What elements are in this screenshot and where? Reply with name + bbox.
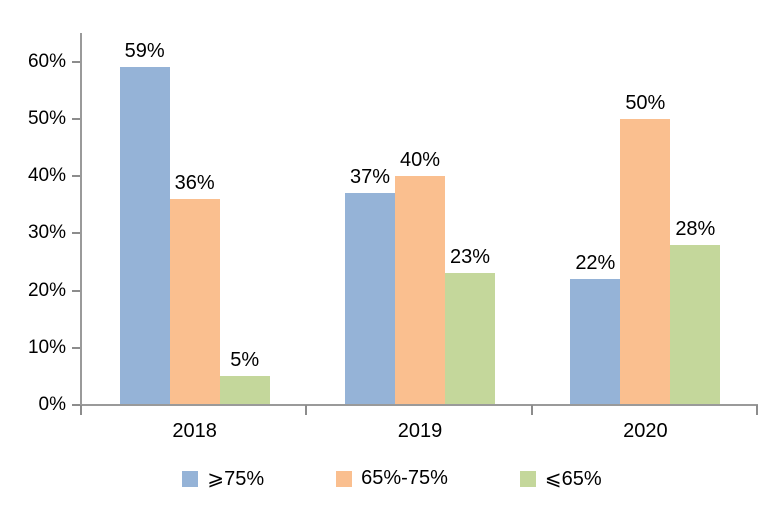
y-tick: [72, 60, 80, 63]
bar-value-label: 59%: [124, 40, 165, 63]
x-category-label: 2019: [397, 420, 443, 442]
y-tick-label: 20%: [27, 279, 66, 301]
y-tick-label: 0%: [38, 394, 66, 415]
bar-2019-2: [395, 176, 445, 405]
y-tick-label: 50%: [27, 107, 66, 129]
bar-2019-3: [445, 273, 495, 405]
bar-2020-3: [670, 244, 721, 405]
bar-value-label: 28%: [675, 217, 716, 240]
legend-item: ⩽65%: [519, 466, 602, 491]
x-category-label: 2018: [172, 420, 217, 442]
y-axis: [80, 33, 82, 406]
x-tick: [80, 405, 82, 415]
legend-item-label: 65%-75%: [361, 467, 448, 489]
x-axis: [80, 404, 758, 406]
legend-swatch-icon: [519, 470, 536, 487]
legend-swatch-icon: [336, 470, 353, 487]
bar-value-label: 50%: [625, 91, 666, 114]
y-tick-label: 60%: [27, 50, 66, 72]
y-tick-label: 40%: [27, 165, 66, 187]
legend-item-label: ⩾75%: [207, 468, 265, 490]
bar-value-label: 40%: [399, 149, 441, 172]
bar-2018-1: [119, 67, 170, 405]
y-tick: [72, 404, 80, 406]
x-category-label: 2020: [623, 420, 668, 442]
bar-2018-3: [219, 376, 270, 405]
legend-item: ⩾75%: [182, 466, 264, 491]
x-tick: [756, 405, 758, 415]
y-tick-label: 30%: [27, 222, 66, 244]
y-tick: [72, 175, 80, 178]
y-tick: [72, 346, 80, 349]
y-tick: [72, 117, 80, 120]
x-tick: [305, 405, 308, 415]
legend-item: 65%-75%: [336, 467, 448, 490]
x-tick: [530, 405, 533, 415]
legend-swatch-icon: [182, 470, 199, 487]
y-tick: [72, 289, 80, 292]
bar-2019-1: [345, 193, 395, 405]
legend: ⩾75% 65%-75% ⩽65%: [0, 466, 784, 491]
bar-2020-1: [570, 279, 621, 405]
bar-value-label: 23%: [449, 246, 491, 269]
bar-2018-2: [169, 198, 220, 405]
bar-2020-2: [620, 118, 671, 405]
legend-item-label: ⩽65%: [544, 468, 602, 490]
y-tick-label: 10%: [27, 336, 66, 358]
bar-value-label: 5%: [230, 349, 260, 372]
y-tick: [72, 232, 80, 235]
bar-value-label: 37%: [349, 166, 391, 189]
bar-value-label: 22%: [575, 252, 616, 275]
bar-value-label: 36%: [174, 171, 215, 194]
